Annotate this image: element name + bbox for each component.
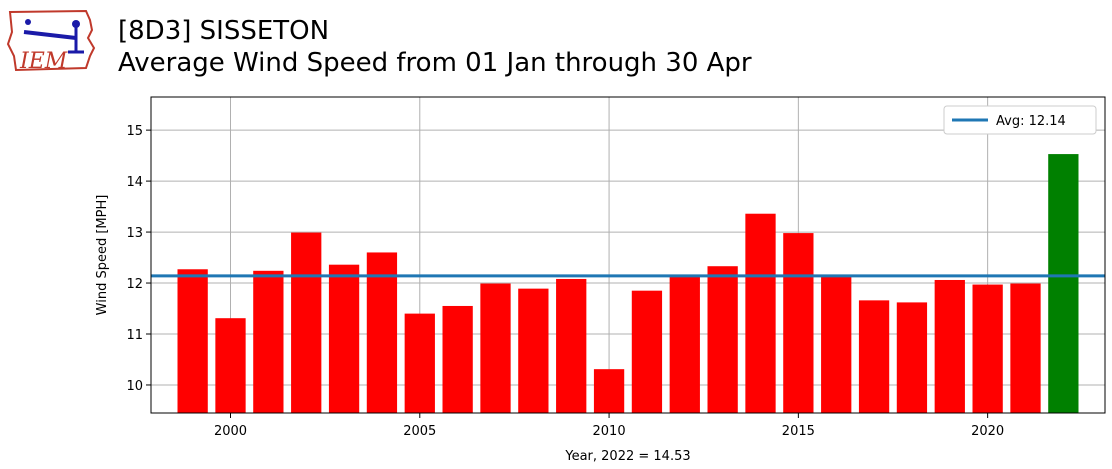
chart-subtitle: Average Wind Speed from 01 Jan through 3… <box>118 48 752 78</box>
x-tick-label: 2010 <box>593 424 626 439</box>
bar-layer <box>177 154 1079 414</box>
x-tick-label: 2005 <box>403 424 436 439</box>
legend-box <box>943 105 1097 135</box>
bar-2005 <box>404 313 435 413</box>
bar-2020 <box>972 284 1003 413</box>
bar-2000 <box>215 318 246 413</box>
logo-text: IEM <box>19 49 68 74</box>
y-tick-label: 11 <box>126 328 143 343</box>
y-tick-label: 13 <box>126 226 143 241</box>
bar-2002 <box>291 232 322 413</box>
bar-2009 <box>556 278 587 413</box>
logo-runway-icon <box>23 30 77 40</box>
bar-2017 <box>858 300 890 413</box>
bar-2010 <box>593 369 625 413</box>
y-tick-label: 14 <box>126 175 143 190</box>
bar-2008 <box>518 288 549 413</box>
iem-logo: IEM <box>6 9 96 74</box>
bar-2016 <box>821 275 852 413</box>
bar-2015 <box>783 233 814 413</box>
bar-2013 <box>707 266 738 413</box>
x-tick-label: 2020 <box>971 424 1004 439</box>
bar-2003 <box>328 264 360 413</box>
bar-2012 <box>669 275 700 413</box>
y-tick-label: 15 <box>126 124 143 139</box>
bar-2018 <box>896 302 928 413</box>
x-tick-label: 2015 <box>782 424 815 439</box>
bar-2004 <box>366 252 398 413</box>
legend-label: Avg: 12.14 <box>996 114 1066 129</box>
bar-2022 <box>1048 154 1079 414</box>
bar-2021 <box>1010 283 1041 413</box>
bar-2007 <box>480 283 511 413</box>
y-tick-label: 10 <box>126 379 143 394</box>
y-tick-label: 12 <box>126 277 143 292</box>
bar-2011 <box>631 290 663 413</box>
x-tick-label: 2000 <box>214 424 247 439</box>
y-axis-label: Wind Speed [MPH] <box>95 195 110 316</box>
x-axis-label: Year, 2022 = 14.53 <box>564 449 690 464</box>
bar-1999 <box>177 269 208 413</box>
chart-title: [8D3] SISSETON <box>118 16 330 46</box>
plot-frame <box>150 96 1106 414</box>
bar-2019 <box>934 279 965 413</box>
bar-2014 <box>745 213 776 413</box>
bar-2006 <box>442 305 473 413</box>
tick-layer: 2000 2005 2010 2015 2020 10 11 12 13 14 15 <box>126 124 1004 439</box>
bar-2001 <box>253 270 284 413</box>
legend: Avg: 12.14 <box>943 105 1097 135</box>
